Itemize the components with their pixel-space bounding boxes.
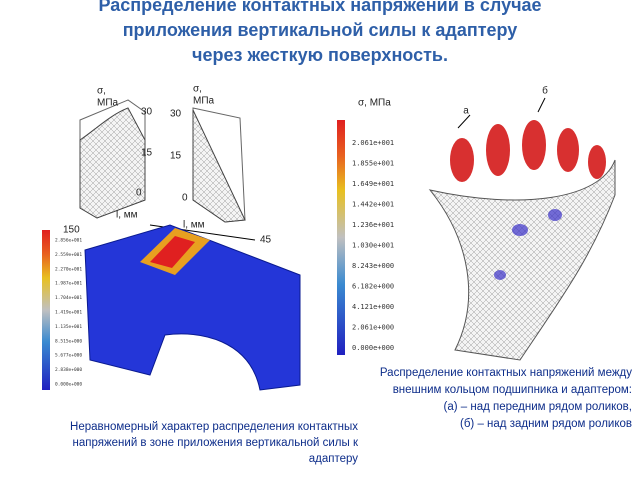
legend-label: 1.135e+001 [55,324,82,330]
legend-label: 6.182e+000 [352,283,394,291]
caption: Распределение контактных напряжений межд… [380,367,632,379]
axis-label: σ, МПа [358,98,391,109]
legend-label: 2.270e+001 [55,266,82,272]
pointer [537,97,546,113]
plot-surface [192,109,246,223]
axis-label: σ, [193,84,202,95]
legend-label: 2.061e+001 [352,139,394,147]
legend-label: 1.030e+001 [352,242,394,250]
color-bar [42,230,50,390]
caption: адаптеру [309,453,359,465]
legend-label: 1.236e+001 [352,221,394,229]
legend-label: 2.838e+000 [55,367,82,373]
tick-label: 15 [141,148,153,159]
plot-surface [79,107,146,219]
tick-label: 0 [182,193,188,204]
legend-label: 2.061e+000 [352,324,394,332]
axis-label: σ, [97,86,106,97]
title: приложения вертикальной силы к адаптеру [123,20,518,40]
caption: (а) – над передним рядом роликов, [444,401,632,413]
legend-label: 1.987e+001 [55,281,82,287]
tick-label: 30 [170,109,182,120]
caption: внешним кольцом подшипника и адаптером: [393,384,632,396]
stress-peaks [450,120,606,182]
legend-label: 0.000e+000 [55,382,82,388]
value-label: 45 [260,235,272,246]
legend-label: 1.419e+001 [55,310,82,316]
label: б [542,85,548,97]
color-bar [337,120,345,355]
tick-label: 0 [136,188,142,199]
legend-label: 2.559e+001 [55,252,82,258]
legend-label: 1.704e+001 [55,295,82,301]
caption: (б) – над задним рядом роликов [460,418,632,430]
axis-label: МПа [97,98,119,109]
legend-label: 1.649e+001 [352,180,394,188]
legend-label: 8.243e+000 [352,262,394,270]
legend-label: 1.855e+001 [352,160,394,168]
legend-label: 2.856e+001 [55,238,82,244]
label: а [463,106,469,117]
model-3d [84,224,301,391]
axis-label: l, мм [183,220,205,231]
model-hotspot [150,236,195,268]
value-label: 150 [63,225,80,236]
axis-label: МПа [193,96,215,107]
stress-spots [494,209,562,280]
legend-label: 5.677e+000 [55,353,82,359]
tick-label: 30 [141,107,153,118]
caption: Неравномерный характер распределения кон… [70,421,358,433]
legend-label: 4.121e+000 [352,303,394,311]
title: Распределение контактных напряжений в сл… [98,0,541,15]
pointer [457,114,471,129]
legend-label: 1.442e+001 [352,201,394,209]
caption: напряжений в зоне приложения вертикально… [72,437,358,449]
title: через жесткую поверхность. [192,45,448,65]
legend-label: 8.515e+000 [55,338,82,344]
model-3d [428,159,616,361]
legend-label: 0.000e+000 [352,344,394,352]
axis-label: l, мм [116,210,138,221]
tick-label: 15 [170,151,182,162]
